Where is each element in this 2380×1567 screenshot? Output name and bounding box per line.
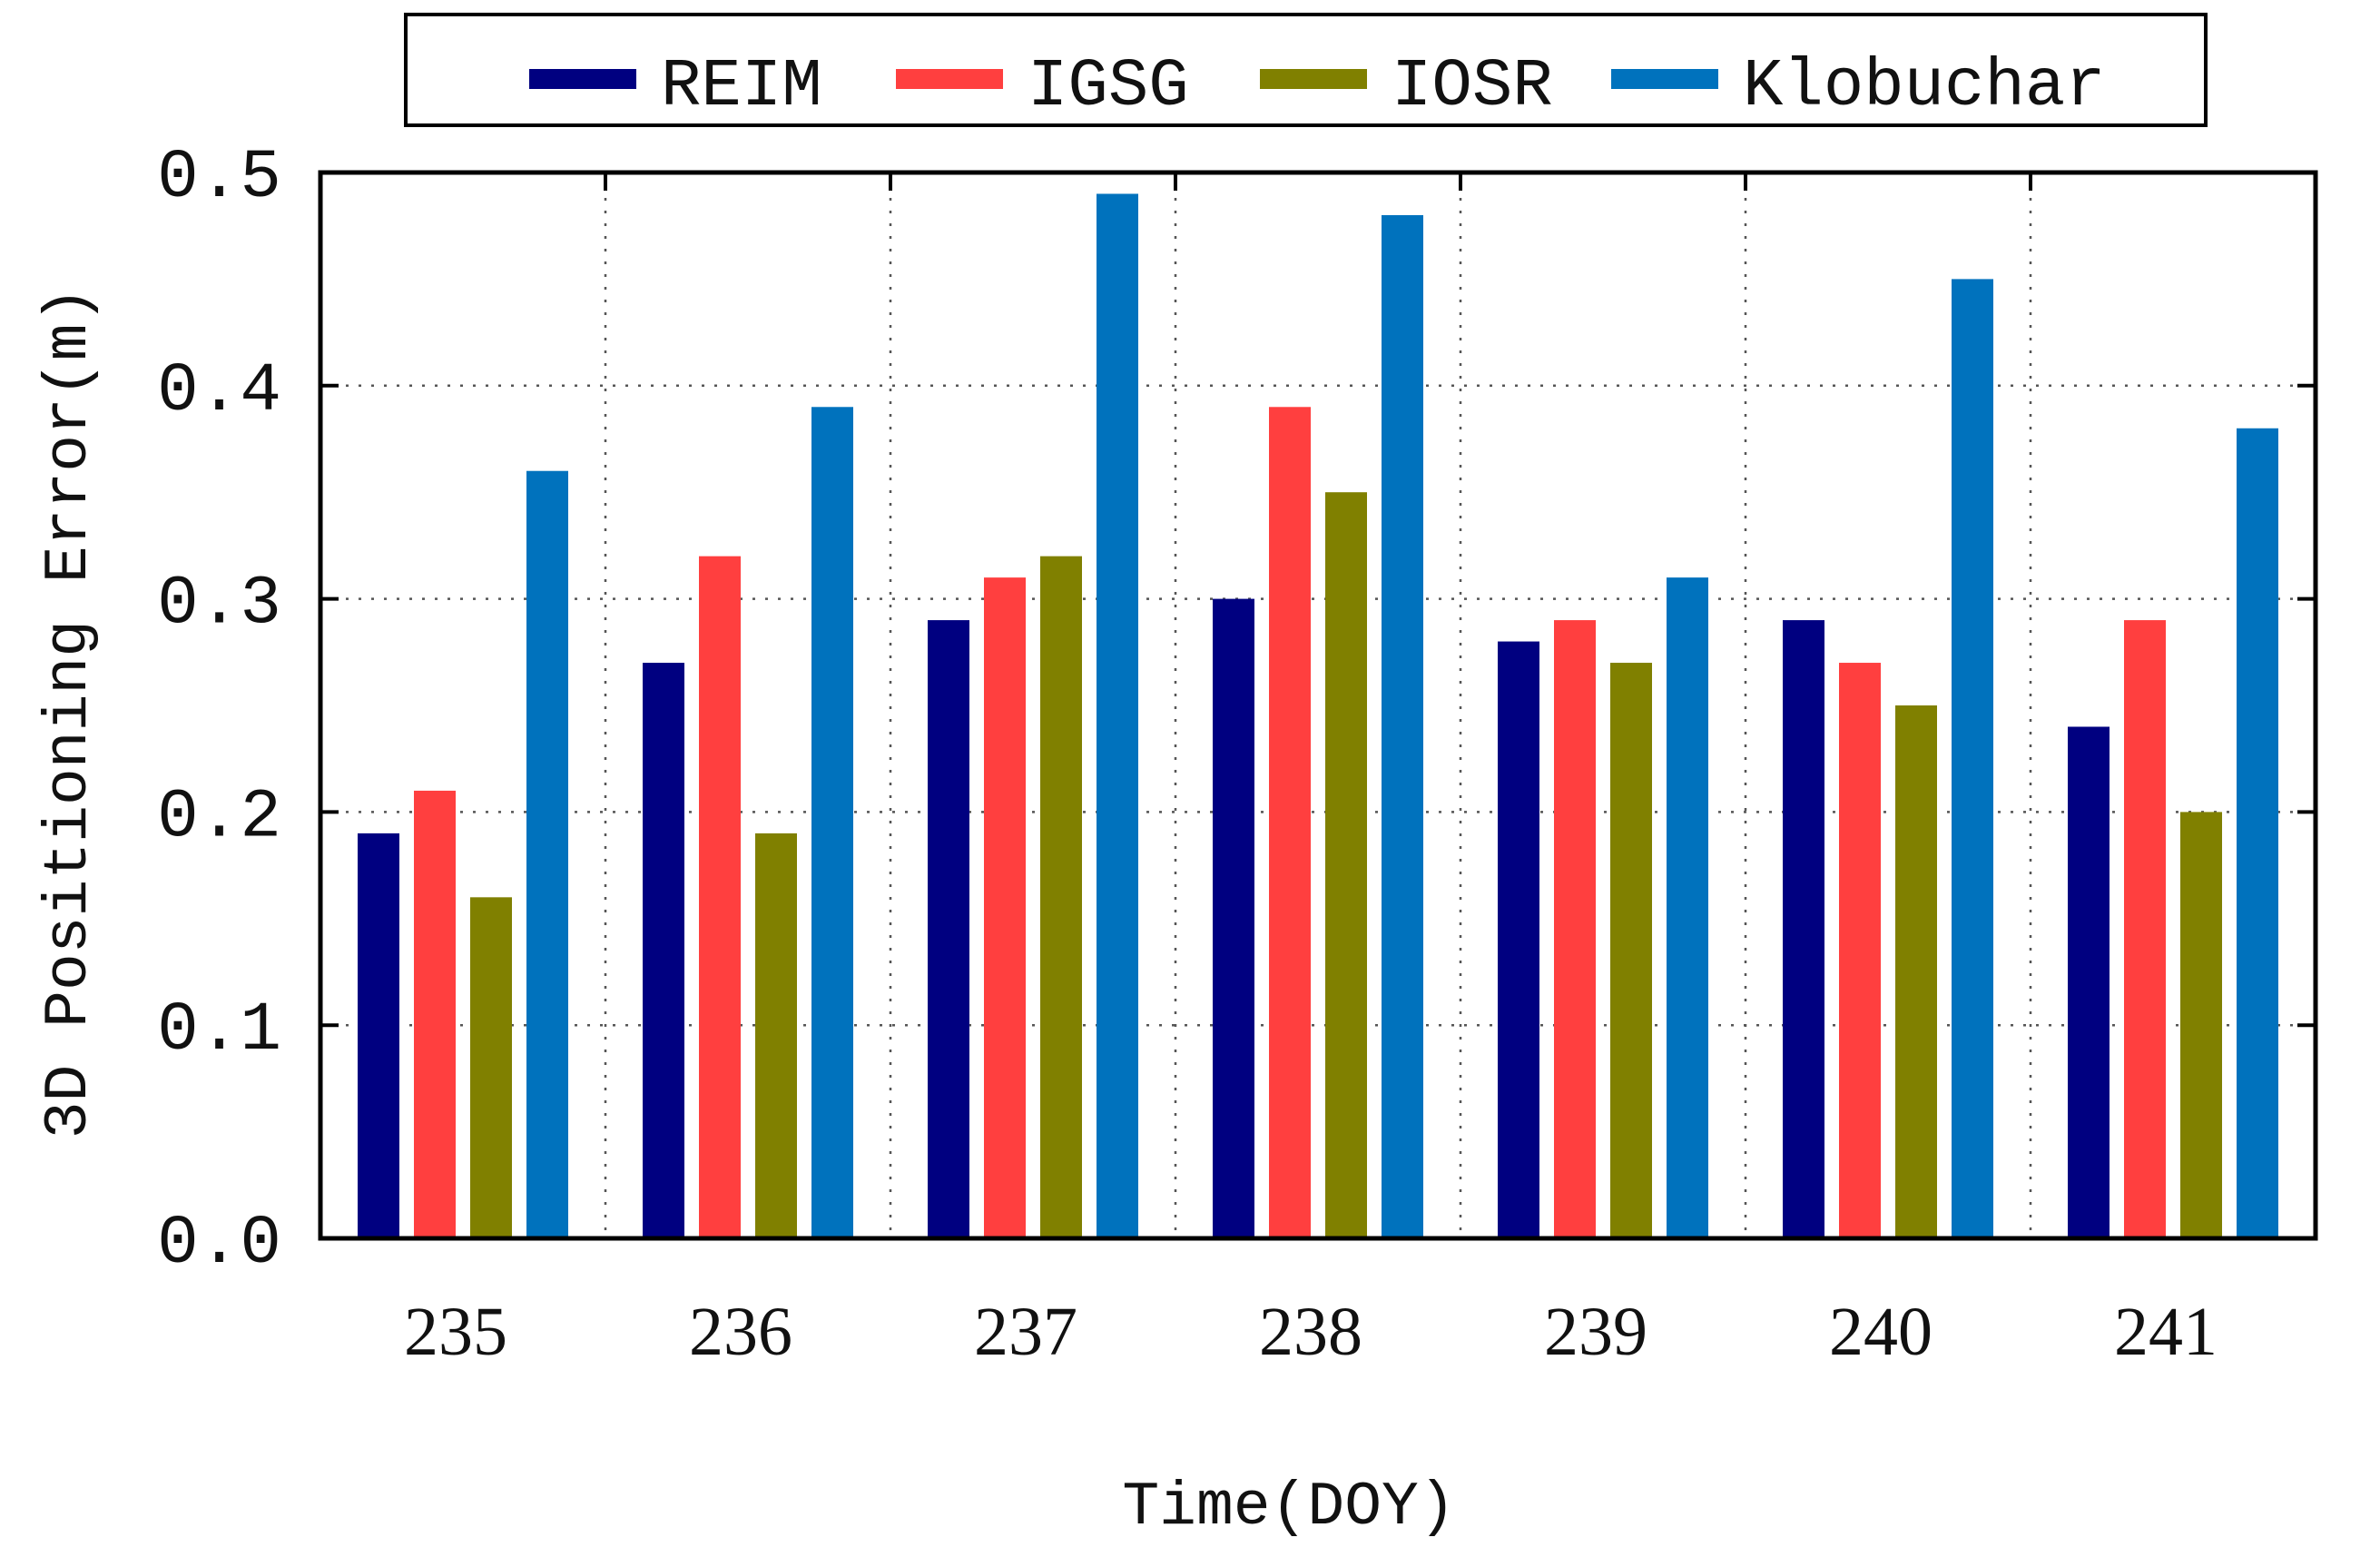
x-tick-label: 238 bbox=[1259, 1294, 1362, 1370]
bar-reim-237 bbox=[928, 620, 969, 1238]
y-tick-label: 0.0 bbox=[157, 1205, 281, 1283]
bar-igsg-239 bbox=[1554, 620, 1596, 1238]
bar-igsg-238 bbox=[1269, 407, 1311, 1238]
bar-igsg-235 bbox=[414, 790, 456, 1238]
bar-iosr-239 bbox=[1610, 663, 1652, 1238]
bar-reim-239 bbox=[1498, 641, 1539, 1238]
legend: REIM IGSG IOSR Klobuchar bbox=[404, 13, 2208, 127]
bars bbox=[358, 193, 2278, 1239]
legend-label-reim: REIM bbox=[661, 49, 822, 125]
legend-swatch-iosr bbox=[1260, 69, 1367, 89]
legend-swatch-igsg bbox=[896, 69, 1003, 89]
bar-klobuchar-239 bbox=[1667, 577, 1708, 1238]
x-axis-title: Time(DOY) bbox=[1122, 1473, 1455, 1542]
x-tick-label: 237 bbox=[974, 1294, 1077, 1370]
legend-swatch-klobuchar bbox=[1611, 69, 1718, 89]
y-tick-label: 0.1 bbox=[157, 991, 281, 1069]
x-tick-label: 236 bbox=[689, 1294, 792, 1370]
bar-iosr-241 bbox=[2180, 812, 2222, 1238]
bar-iosr-240 bbox=[1895, 705, 1937, 1238]
bar-klobuchar-236 bbox=[811, 407, 853, 1238]
bar-igsg-237 bbox=[984, 577, 1026, 1238]
bar-igsg-241 bbox=[2124, 620, 2166, 1238]
x-tick-label: 239 bbox=[1544, 1294, 1647, 1370]
x-tick-label: 235 bbox=[404, 1294, 507, 1370]
bar-reim-235 bbox=[358, 833, 399, 1238]
bar-reim-240 bbox=[1783, 620, 1824, 1238]
bar-klobuchar-241 bbox=[2237, 428, 2278, 1238]
y-axis-title: 3D Positioning Error(m) bbox=[34, 287, 104, 1139]
legend-label-iosr: IOSR bbox=[1392, 49, 1553, 125]
legend-swatch-reim bbox=[529, 69, 636, 89]
grid-lines bbox=[320, 172, 2316, 1238]
y-tick-label: 0.3 bbox=[157, 566, 281, 644]
y-tick-label: 0.4 bbox=[157, 352, 281, 430]
legend-label-klobuchar: Klobuchar bbox=[1743, 49, 2106, 125]
plot-frame bbox=[318, 170, 2318, 1241]
bar-klobuchar-240 bbox=[1952, 279, 1993, 1238]
axes: 0.0 0.1 0.2 0.3 0.4 0.5 235 236 237 238 239 240 241 bbox=[157, 139, 2318, 1370]
bar-klobuchar-235 bbox=[526, 470, 568, 1238]
bar-reim-236 bbox=[643, 663, 684, 1238]
bar-igsg-240 bbox=[1839, 663, 1881, 1238]
bar-reim-238 bbox=[1213, 598, 1254, 1238]
bar-reim-241 bbox=[2068, 726, 2110, 1238]
x-tick-label: 240 bbox=[1829, 1294, 1933, 1370]
bar-igsg-236 bbox=[699, 556, 741, 1238]
legend-label-igsg: IGSG bbox=[1028, 49, 1189, 125]
bar-iosr-236 bbox=[755, 833, 797, 1238]
x-tick-label: 241 bbox=[2114, 1294, 2218, 1370]
y-tick-label: 0.2 bbox=[157, 778, 281, 856]
bar-iosr-238 bbox=[1325, 492, 1367, 1238]
bar-klobuchar-237 bbox=[1097, 193, 1138, 1239]
y-tick-label: 0.5 bbox=[157, 139, 281, 217]
bar-iosr-235 bbox=[470, 897, 512, 1238]
bar-iosr-237 bbox=[1040, 556, 1082, 1238]
bar-klobuchar-238 bbox=[1382, 214, 1423, 1239]
